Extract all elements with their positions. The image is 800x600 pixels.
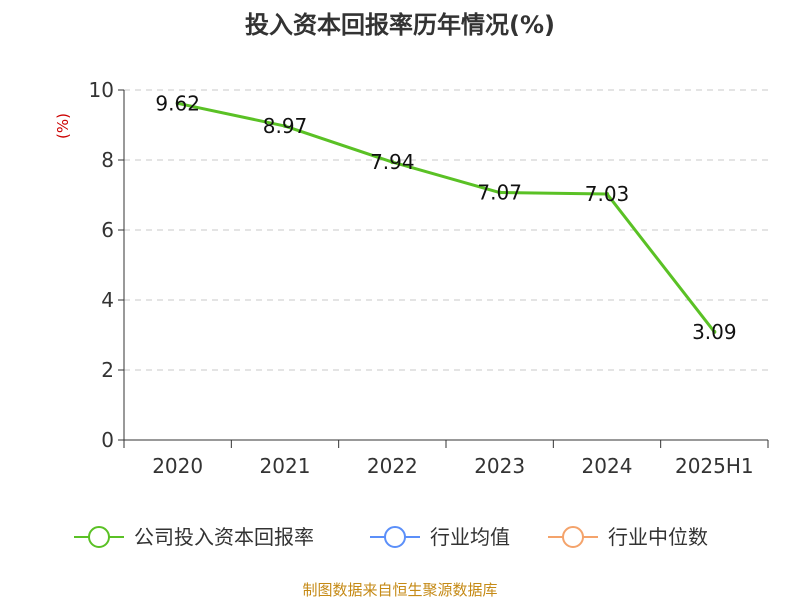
axes [118, 89, 769, 448]
y-tick-label: 8 [101, 148, 114, 172]
data-point [390, 160, 395, 165]
data-label: 7.94 [370, 150, 415, 174]
y-tick-label: 4 [101, 288, 114, 312]
y-tick-label: 10 [89, 78, 114, 102]
x-tick-labels: 2020 2021 2022 2023 2024 2025H1 [152, 454, 753, 478]
legend-marker [384, 526, 406, 548]
x-tick-label: 2020 [152, 454, 203, 478]
x-tick-label: 2021 [260, 454, 311, 478]
legend-label: 行业中位数 [608, 525, 708, 549]
y-axis-label: (%) [54, 113, 72, 139]
legend-marker [562, 526, 584, 548]
gridlines [124, 89, 768, 371]
data-label: 8.97 [263, 114, 308, 138]
data-label: 9.62 [155, 91, 200, 115]
data-point [605, 191, 609, 196]
x-tick-label: 2024 [582, 454, 633, 478]
y-tick-labels: 0 2 4 6 8 10 [89, 78, 114, 452]
source-note: 制图数据来自恒生聚源数据库 [302, 581, 497, 599]
data-label: 3.09 [692, 320, 737, 344]
y-tick-label: 6 [101, 218, 114, 242]
y-tick-label: 0 [101, 428, 114, 452]
data-label: 7.07 [477, 181, 522, 205]
series-line-company-roic [177, 101, 716, 333]
x-tick-label: 2023 [474, 454, 525, 478]
legend: 公司投入资本回报率 行业均值 行业中位数 [74, 525, 708, 549]
series-layer [175, 101, 717, 334]
chart-title: 投入资本回报率历年情况(%) [245, 11, 555, 39]
data-label: 7.03 [585, 182, 630, 206]
data-point [283, 124, 287, 129]
data-point [175, 101, 180, 106]
legend-label: 公司投入资本回报率 [134, 525, 314, 549]
legend-label: 行业均值 [430, 525, 510, 549]
x-tick-label: 2025H1 [675, 454, 754, 478]
data-labels: 9.62 8.97 7.94 7.07 7.03 3.09 [155, 91, 736, 344]
y-tick-label: 2 [101, 358, 114, 382]
legend-marker [88, 526, 110, 548]
data-point [497, 190, 502, 195]
data-point [712, 329, 717, 334]
x-tick-label: 2022 [367, 454, 418, 478]
